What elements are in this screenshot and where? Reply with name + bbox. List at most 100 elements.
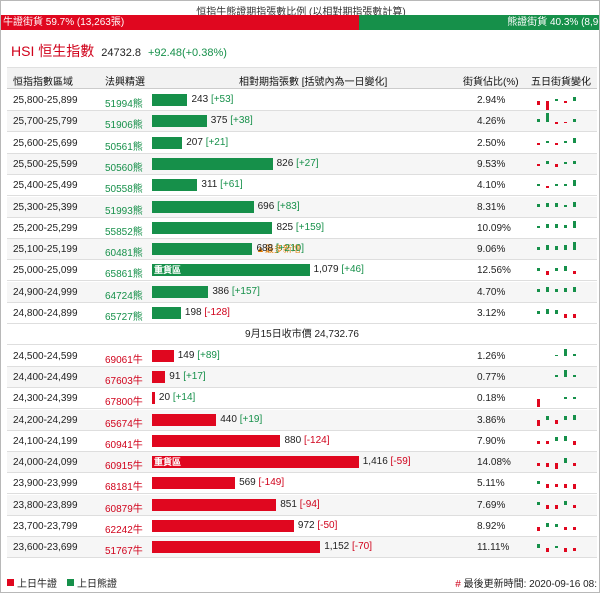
spark-bar bbox=[537, 462, 540, 466]
spark-bar bbox=[555, 505, 558, 510]
warrant-code-link[interactable]: 51994熊 bbox=[105, 99, 143, 110]
spark-bar bbox=[564, 483, 567, 488]
daily-change: [+89] bbox=[197, 349, 220, 361]
index-name[interactable]: HSI 恒生指數 bbox=[11, 43, 95, 59]
spark-bar bbox=[537, 480, 540, 484]
five-day-change-chart bbox=[533, 154, 581, 175]
contracts-value: 91 [+17] bbox=[169, 371, 205, 383]
range-cell: 24,000-24,099 bbox=[13, 457, 78, 469]
warrant-code-link[interactable]: 51906熊 bbox=[105, 120, 143, 132]
warrant-code-link[interactable]: 69061牛 bbox=[105, 354, 143, 366]
warrant-code-link[interactable]: 55852熊 bbox=[105, 226, 143, 238]
spark-bar bbox=[546, 112, 549, 122]
spark-bar bbox=[564, 225, 567, 229]
table-row: 23,700-23,799 62242牛 972 [-50] 8.92% bbox=[7, 516, 597, 537]
outstanding-pct: 10.09% bbox=[477, 222, 511, 234]
last-updated: # 最後更新時間: 2020-09-16 08: bbox=[455, 575, 597, 590]
spark-bar bbox=[537, 398, 540, 407]
contracts-value: 440 [+19] bbox=[220, 414, 262, 426]
warrant-code-link[interactable]: 60481熊 bbox=[105, 248, 143, 260]
contracts-number: 972 bbox=[297, 520, 315, 531]
warrant-code-link[interactable]: 65674牛 bbox=[105, 418, 143, 430]
range-cell: 24,500-24,599 bbox=[13, 350, 78, 362]
warrant-code-link[interactable]: 50560熊 bbox=[105, 162, 143, 174]
spark-bar bbox=[537, 420, 540, 426]
spark-bar bbox=[555, 462, 558, 469]
table-row: 25,500-25,599 50560熊 826 [+27] 9.53% bbox=[7, 153, 597, 175]
five-day-change-chart bbox=[533, 260, 581, 281]
range-cell: 24,400-24,499 bbox=[13, 371, 78, 383]
spark-bar bbox=[546, 161, 549, 165]
warrant-code-link[interactable]: 67603牛 bbox=[105, 375, 143, 387]
daily-change: [+157] bbox=[231, 285, 260, 297]
table-row: 25,000-25,099 65861熊 重貨區 1,079 [+46] 12.56% bbox=[7, 260, 597, 282]
spark-bar bbox=[537, 143, 540, 146]
warrant-code-link[interactable]: 67800牛 bbox=[105, 397, 143, 409]
outstanding-pct: 3.12% bbox=[477, 308, 506, 319]
warrant-code-link[interactable]: 65727熊 bbox=[105, 312, 143, 323]
five-day-change-chart bbox=[533, 239, 581, 260]
contracts-number: 688 bbox=[256, 243, 274, 255]
warrant-code-link[interactable]: 68181牛 bbox=[105, 482, 143, 494]
daily-change: [-149] bbox=[258, 477, 285, 489]
contracts-number: 1,416 bbox=[362, 456, 388, 468]
legend-bear-label: 上日熊證 bbox=[77, 579, 117, 590]
warrant-code-link[interactable]: 51767牛 bbox=[105, 546, 143, 558]
daily-change: [+46] bbox=[341, 264, 364, 276]
most-added-label: ▲最多新增 bbox=[256, 244, 301, 255]
warrant-code-link[interactable]: 64724熊 bbox=[105, 290, 143, 302]
contracts-number: 851 bbox=[280, 498, 297, 510]
spark-bar bbox=[537, 118, 540, 122]
contracts-value: 972 [-50] bbox=[298, 520, 337, 532]
outstanding-pct: 5.11% bbox=[477, 478, 505, 490]
spark-bar bbox=[537, 246, 540, 250]
warrant-code-link[interactable]: 60915牛 bbox=[105, 461, 143, 473]
spark-bar bbox=[555, 523, 558, 527]
outstanding-pct: 0.18% bbox=[477, 393, 506, 405]
ratio-title: 恒指牛熊證期指張數比例 (以相對期指張數計算) bbox=[196, 7, 406, 18]
table-row: 25,300-25,399 51993熊 696 [+83] 8.31% bbox=[7, 196, 597, 218]
five-day-change-chart bbox=[533, 303, 581, 324]
spark-bar bbox=[537, 441, 540, 445]
contracts-number: 198 bbox=[184, 307, 202, 318]
spark-bar bbox=[537, 289, 540, 293]
spark-bar bbox=[573, 441, 576, 446]
spark-bar bbox=[564, 436, 567, 442]
spark-bar bbox=[564, 396, 567, 399]
range-cell: 24,800-24,899 bbox=[13, 308, 78, 319]
table-row: 25,600-25,699 50561熊 207 [+21] 2.50% bbox=[7, 133, 597, 154]
warrant-code-link[interactable]: 50561熊 bbox=[105, 141, 143, 153]
contracts-bar bbox=[152, 157, 273, 170]
five-day-change-chart bbox=[533, 516, 581, 537]
contracts-number: 20 bbox=[158, 392, 171, 404]
table-row: 25,400-25,499 50558熊 311 [+61] 4.10% bbox=[7, 175, 597, 197]
index-value: 24732.8 bbox=[101, 47, 141, 59]
spark-bar bbox=[573, 138, 576, 144]
warrant-code-link[interactable]: 50558熊 bbox=[105, 184, 143, 196]
warrant-code-link[interactable]: 60879牛 bbox=[105, 503, 143, 515]
table-row: 24,400-24,499 67603牛 91 [+17] 0.77% bbox=[7, 366, 597, 388]
warrant-code-link[interactable]: 62242牛 bbox=[105, 525, 143, 536]
warrant-code-link[interactable]: 51993熊 bbox=[105, 205, 143, 217]
spark-bar bbox=[555, 143, 558, 146]
spark-bar bbox=[555, 267, 558, 271]
spark-bar bbox=[573, 287, 576, 293]
contracts-value: 688 [+210] bbox=[256, 243, 304, 255]
contracts-number: 825 bbox=[276, 221, 294, 233]
spark-bar bbox=[555, 545, 558, 548]
spark-bar bbox=[564, 183, 567, 186]
daily-change: [+19] bbox=[239, 413, 263, 425]
table-row: 25,800-25,899 51994熊 243 [+53] 2.94% bbox=[7, 90, 597, 111]
heavy-zone-label: 重貨區 bbox=[154, 457, 182, 468]
header-range: 恒指指數區域 bbox=[13, 77, 73, 88]
spark-bar bbox=[564, 141, 567, 144]
contracts-bar bbox=[152, 243, 253, 256]
contracts-bar bbox=[152, 434, 281, 447]
spark-bar bbox=[555, 98, 558, 101]
warrant-code-link[interactable]: 65861熊 bbox=[105, 269, 143, 281]
warrant-code-link[interactable]: 60941牛 bbox=[105, 439, 143, 451]
range-cell: 25,000-25,099 bbox=[13, 265, 78, 277]
contracts-number: 826 bbox=[276, 157, 294, 169]
range-cell: 25,300-25,399 bbox=[13, 201, 78, 213]
legend-bear: 上日熊證 bbox=[67, 575, 117, 590]
